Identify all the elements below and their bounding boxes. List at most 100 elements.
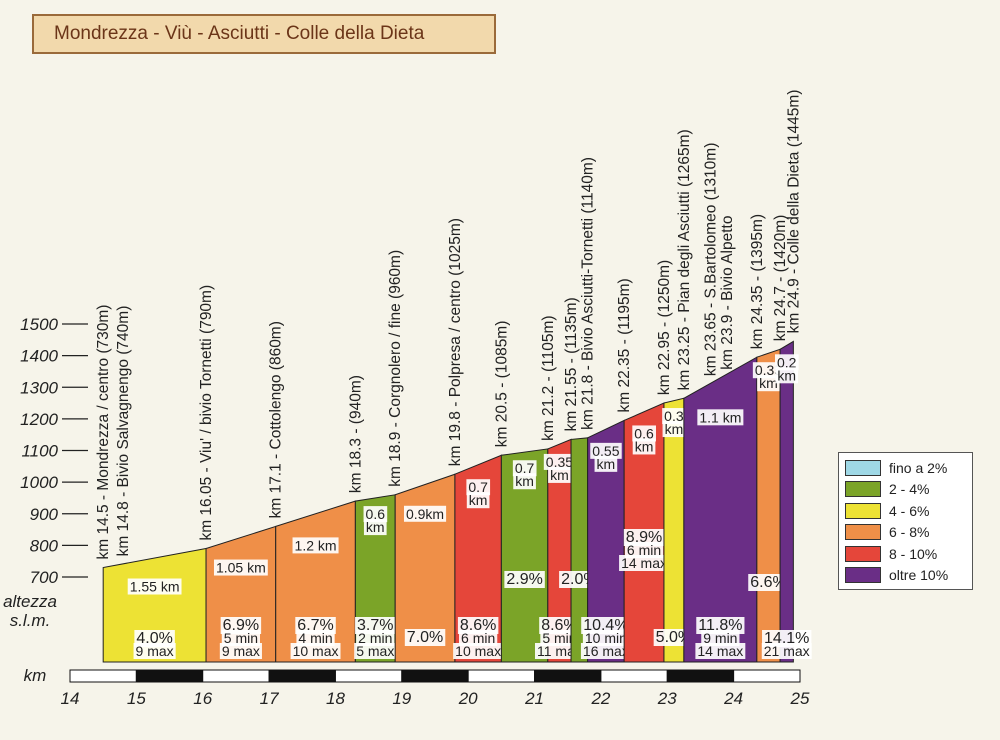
segment-gradient-label-bg [623,529,665,546]
segment-length-unit: km [759,375,778,391]
x-tick-label: 19 [392,689,411,708]
segment-length-unit-bg [775,367,799,384]
segment-gradient-label: 4 min [298,630,332,646]
segment-gradient-label: 6.6% [750,574,786,591]
y-tick-label: 1400 [20,347,58,366]
x-axis-scale-segment [69,669,137,683]
segment-gradient-label-bg [582,630,629,646]
segment-gradient-label-bg [295,617,336,634]
landmark-label: km 18.3 - (940m) [347,375,364,493]
x-tick-label: 17 [260,689,279,708]
legend-swatch [845,567,881,584]
segment-gradient-label-bg [504,571,545,588]
landmark-label: km 21.2 - (1105m) [540,315,557,440]
landmark-label: km 22.95 - (1250m) [656,260,673,395]
segment-gradient-label: 21 max [764,643,810,659]
x-axis-scale-segment [135,669,204,683]
segment-gradient-label-bg [581,617,631,634]
segment-length-unit-bg [513,473,536,490]
segment-gradient-label-bg [457,617,499,634]
landmark-label: km 18.9 - Corgnolero / fine (960m) [387,250,404,487]
segment-length-label-bg [466,479,491,496]
segment-gradient-label: 9 max [222,643,260,659]
segment-length-label: 0.7 [468,479,488,495]
segment-length-unit-bg [594,455,618,472]
segment-length-label: 0.35 [546,454,573,470]
segment-length-unit-bg [662,421,686,438]
segment-gradient-label-bg [453,643,504,659]
segment-gradient-label-bg [296,630,335,646]
profile-segment [663,397,685,663]
legend-item: fino a 2% [845,457,966,479]
segment-length-unit: km [597,456,616,472]
segment-gradient-label: 9 min [703,630,737,646]
x-tick-label: 22 [590,689,610,708]
segment-length-unit-bg [363,519,387,536]
segment-length-unit: km [777,367,796,383]
landmark-label: km 20.5 - (1085m) [493,321,510,448]
legend-swatch [845,524,881,541]
segment-length-unit-bg [632,438,656,455]
segment-gradient-label-bg [580,643,631,659]
segment-length-label: 1.2 km [295,537,337,553]
x-axis-label: km [24,666,47,685]
segment-gradient-label: 8.6% [460,617,496,634]
x-axis-scale-segment [268,669,336,683]
legend-swatch [845,459,881,476]
x-tick-label: 14 [61,689,80,708]
segment-length-label-bg [774,354,799,371]
legend-swatch [845,481,881,498]
segment-gradient-label: 2 min [358,630,392,646]
segment-gradient-label: 5 max [356,643,394,659]
landmark-label: km 24.35 - (1395m) [749,214,766,349]
legend-swatch [845,502,881,519]
segment-length-label: 0.3 [664,408,684,424]
segment-gradient-label-bg [133,643,176,659]
segment-gradient-label: 7.0% [407,629,443,646]
y-tick-label: 700 [30,568,59,587]
x-tick-label: 24 [723,689,743,708]
segment-length-unit: km [366,519,385,535]
segment-length-unit-bg [548,466,571,483]
landmark-label: km 21.55 - (1135m) [563,297,580,431]
legend-item: 6 - 8% [845,522,966,544]
legend-label: 6 - 8% [889,524,930,541]
x-axis-scale-segment [334,669,403,683]
y-tick-label: 1500 [20,315,58,334]
segment-gradient-label-bg [540,630,579,646]
segment-length-label-bg [292,537,339,554]
segment-gradient-label: 6.7% [297,617,333,634]
segment-length-unit-bg [466,492,490,509]
legend-label: oltre 10% [889,567,949,584]
segment-gradient-label-bg [220,617,262,634]
segment-length-label: 0.2 [777,354,797,370]
segment-length-label-bg [213,559,268,576]
segment-gradient-label: 14 max [697,643,743,659]
segment-length-label: 0.9km [406,506,444,522]
segment-length-label: 1.1 km [699,409,741,425]
x-tick-label: 23 [657,689,677,708]
landmark-label: km 14.5 - Mondrezza / centro (730m) [95,305,112,560]
y-tick-label: 1200 [20,410,58,429]
segment-length-label: 1.05 km [216,560,266,576]
segment-gradient-label-bg [221,630,261,646]
y-tick-label: 1100 [21,442,58,461]
segment-length-label: 1.55 km [130,579,180,595]
segment-gradient-label-bg [696,617,745,634]
segment-gradient-label-bg [219,643,262,659]
x-axis-scale-segment [733,669,801,683]
segment-gradient-label: 5.0% [656,629,692,646]
x-tick-label: 21 [524,689,544,708]
segment-gradient-label-bg [701,630,740,646]
segment-gradient-label: 5 min [224,630,258,646]
landmark-label: km 22.35 - (1195m) [616,278,633,412]
segment-gradient-label: 10 min [585,630,627,646]
segment-gradient-label: 11.8% [698,617,742,634]
segment-gradient-label-bg [539,617,580,634]
segment-length-label-bg [363,506,388,523]
landmark-label: km 23.65 - S.Bartolomeo (1310m) [702,143,719,376]
x-axis-scale-segment [534,669,602,683]
segment-gradient-label: 14 max [621,555,667,571]
chart-title: Mondrezza - Viù - Asciutti - Colle della… [32,14,496,54]
